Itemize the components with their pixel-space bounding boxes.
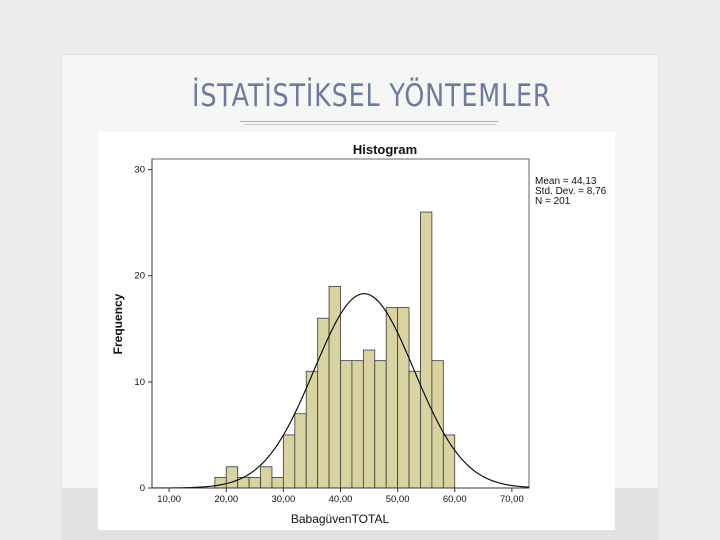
- histogram-bar: [408, 370, 421, 489]
- x-tick-label: 50,00: [386, 494, 410, 505]
- stats-line-n: N = 201: [535, 196, 571, 207]
- histogram-bar: [305, 370, 319, 489]
- x-tick-label: 10,00: [157, 494, 181, 505]
- histogram-bar: [214, 476, 227, 489]
- x-tick-label: 60,00: [443, 494, 467, 505]
- histogram-bar: [351, 360, 364, 489]
- histogram-bar: [397, 307, 410, 489]
- chart-title: Histogram: [353, 142, 417, 157]
- histogram-bar: [225, 466, 239, 489]
- stats-line-mean: Mean = 44,13: [535, 176, 597, 187]
- x-tick-label: 30,00: [271, 494, 295, 505]
- x-tick-label: 40,00: [329, 494, 353, 505]
- histogram-bar: [340, 360, 353, 489]
- histogram-bar: [317, 317, 330, 489]
- x-tick-label: 70,00: [500, 494, 524, 505]
- plot-area: 10,00 20,00 30,00 40,00 50,00 60,00 70,00 0 10 20…: [134, 158, 530, 505]
- slide-title: İSTATİSTİKSEL YÖNTEMLER: [192, 78, 552, 114]
- histogram-chart: Histogram 10,00 20,00 30,00 40,00 50,00 60,00…: [111, 142, 607, 526]
- y-tick-label: 0: [140, 483, 145, 494]
- histogram-bar: [362, 349, 376, 489]
- histogram-bar: [385, 307, 399, 489]
- histogram-bar: [282, 434, 296, 489]
- histogram-panel: Histogram 10,00 20,00 30,00 40,00 50,00 60,00…: [98, 132, 615, 530]
- histogram-bar: [271, 476, 284, 489]
- histogram-bar: [248, 476, 261, 489]
- x-tick-label: 20,00: [214, 494, 238, 505]
- y-tick-label: 10: [134, 377, 145, 388]
- histogram-bar: [294, 413, 307, 489]
- x-axis-label: BabagüvenTOTAL: [291, 512, 390, 526]
- histogram-bar: [374, 360, 387, 489]
- normal-curve: [151, 293, 530, 489]
- stats-line-std: Std. Dev. = 8,76: [535, 186, 607, 197]
- histogram-bar: [420, 211, 433, 489]
- title-underline: [240, 121, 498, 122]
- histogram-bar: [260, 466, 273, 489]
- y-axis-label: Frequency: [111, 293, 125, 354]
- y-tick-label: 20: [134, 271, 145, 282]
- y-tick-label: 30: [134, 165, 145, 176]
- title-underline-second: [244, 124, 496, 125]
- histogram-bar: [431, 360, 444, 489]
